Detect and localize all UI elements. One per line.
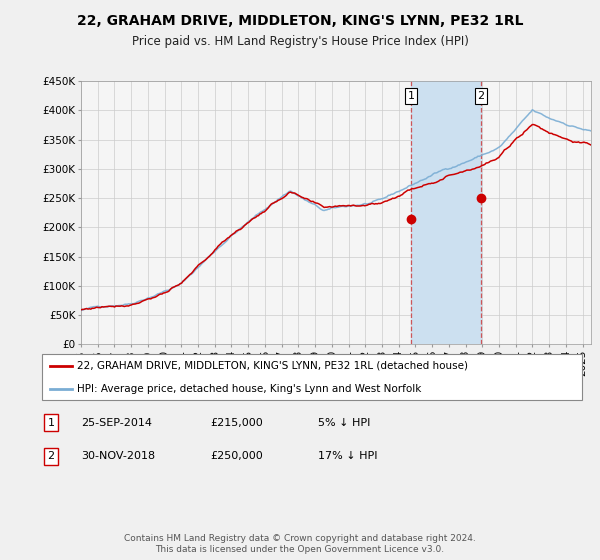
Text: £250,000: £250,000 (210, 451, 263, 461)
Text: 30-NOV-2018: 30-NOV-2018 (81, 451, 155, 461)
Bar (411, 81, 481, 344)
Text: 5% ↓ HPI: 5% ↓ HPI (318, 418, 370, 428)
Text: HPI: Average price, detached house, King's Lynn and West Norfolk: HPI: Average price, detached house, King… (77, 384, 421, 394)
Text: 1: 1 (47, 418, 55, 428)
Text: 2: 2 (47, 451, 55, 461)
Text: Price paid vs. HM Land Registry's House Price Index (HPI): Price paid vs. HM Land Registry's House … (131, 35, 469, 48)
Text: Contains HM Land Registry data © Crown copyright and database right 2024.
This d: Contains HM Land Registry data © Crown c… (124, 534, 476, 554)
Text: 1: 1 (407, 91, 415, 101)
Text: 2: 2 (478, 91, 485, 101)
Text: 25-SEP-2014: 25-SEP-2014 (81, 418, 152, 428)
Text: £215,000: £215,000 (210, 418, 263, 428)
Text: 22, GRAHAM DRIVE, MIDDLETON, KING'S LYNN, PE32 1RL: 22, GRAHAM DRIVE, MIDDLETON, KING'S LYNN… (77, 14, 523, 28)
Text: 17% ↓ HPI: 17% ↓ HPI (318, 451, 377, 461)
Text: 22, GRAHAM DRIVE, MIDDLETON, KING'S LYNN, PE32 1RL (detached house): 22, GRAHAM DRIVE, MIDDLETON, KING'S LYNN… (77, 361, 468, 371)
